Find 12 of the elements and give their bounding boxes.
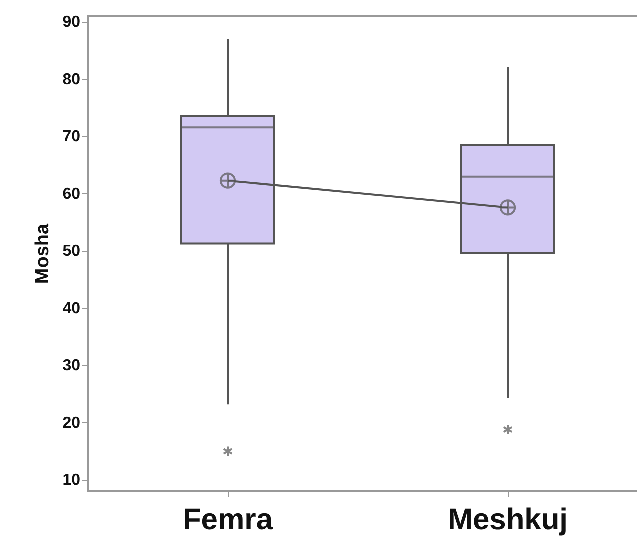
y-tick-label: 50 (62, 243, 81, 260)
y-tick-label: 10 (62, 472, 81, 490)
y-tick-label: 40 (62, 300, 81, 318)
x-tick-label: Femra (182, 504, 274, 536)
y-tick-label: 60 (62, 186, 81, 203)
y-tick-label: 90 (62, 14, 81, 32)
y-tick-label: 70 (62, 128, 81, 146)
y-tick-label: 20 (62, 414, 81, 432)
y-tick-label: 80 (62, 71, 81, 88)
x-tick-label: Meshkuj (448, 504, 568, 536)
y-axis-title: Mosha (32, 223, 54, 284)
y-tick-label: 30 (62, 358, 81, 375)
